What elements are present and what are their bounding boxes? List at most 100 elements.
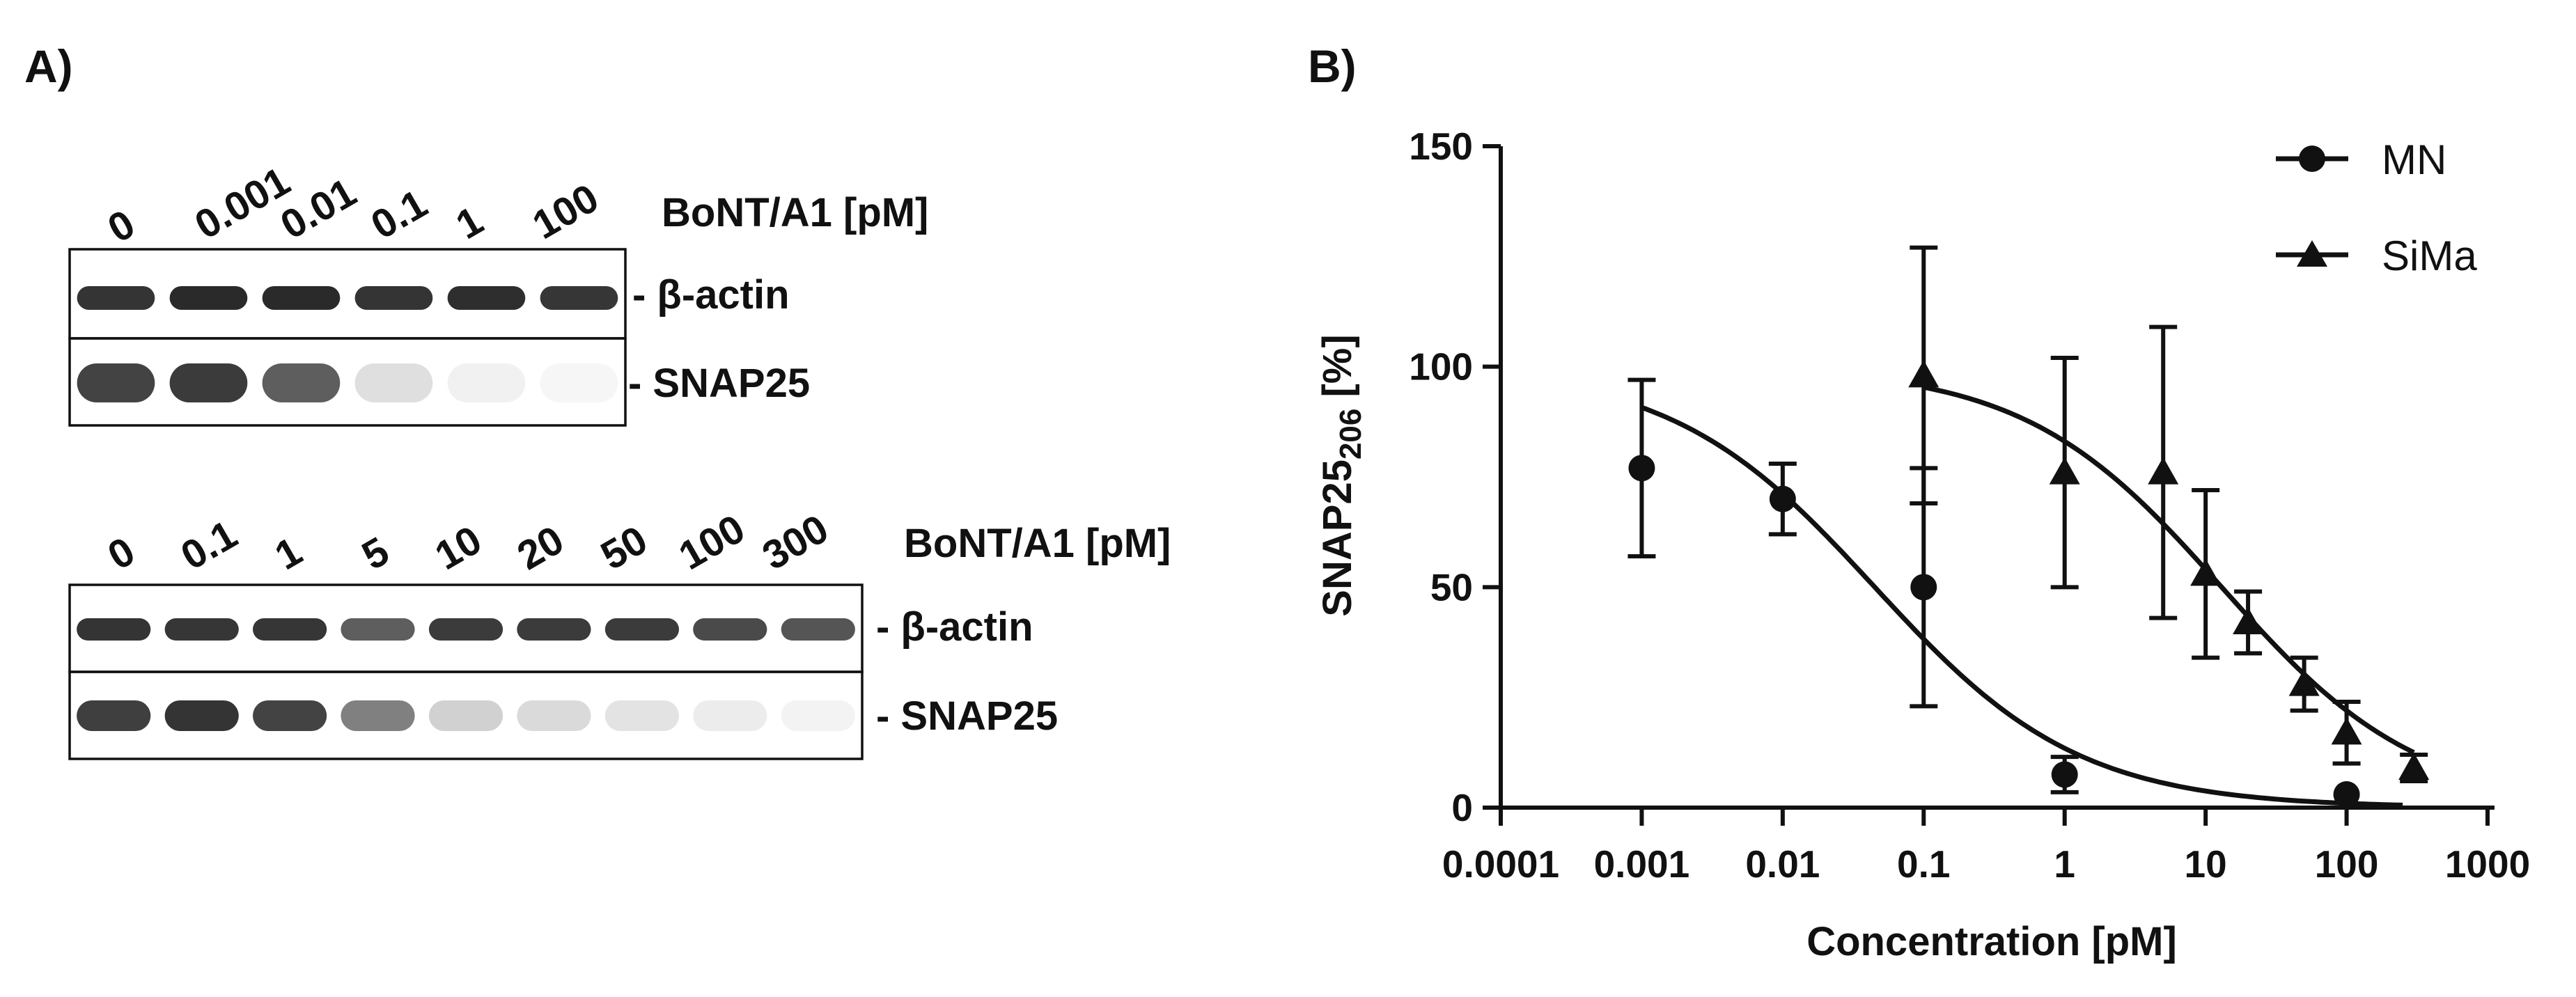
legend-label-mn: MN	[2382, 136, 2446, 183]
x-tick-label: 0.0001	[1442, 842, 1559, 886]
legend-item-mn: MN	[2276, 136, 2446, 183]
blot-1-header: BoNT/A1 [pM]	[662, 190, 928, 235]
data-point-sima	[2398, 753, 2430, 780]
data-point-sima	[2233, 607, 2264, 634]
data-point-sima	[2049, 457, 2080, 485]
lane-label: 0	[100, 201, 142, 251]
band	[354, 286, 433, 310]
lane-label: 1	[267, 528, 309, 579]
data-point-mn	[2333, 781, 2360, 808]
lane-label: 50	[593, 517, 655, 579]
x-ticks: 0.0001 0.001 0.01 0.1 1 10 100 1000	[1442, 808, 2530, 886]
y-tick-label: 100	[1409, 345, 1473, 388]
band	[604, 618, 679, 641]
data-points	[1627, 245, 2430, 808]
lane-label: 0.001	[187, 158, 297, 248]
band	[164, 618, 239, 641]
data-point-sima	[2148, 457, 2179, 485]
fit-curves	[1641, 384, 2415, 808]
data-point-mn	[1769, 485, 1796, 512]
legend-circle-marker	[2299, 146, 2325, 172]
band	[164, 700, 239, 731]
lane-label: 0	[100, 528, 142, 579]
lane-label: 10	[428, 517, 489, 579]
band	[693, 700, 767, 731]
band	[253, 700, 327, 731]
lane-label: 1	[448, 198, 490, 248]
y-tick-label: 0	[1451, 786, 1473, 829]
band	[693, 618, 767, 641]
y-axis-title: SNAP25206 [%]	[1315, 334, 1368, 616]
blot-2: 0 0.1 1 5 10 20 50 100 300 BoNT/A1 [pM] …	[68, 506, 1171, 760]
band	[447, 363, 526, 402]
y-ticks: 0 50 100 150	[1409, 125, 1501, 829]
blot-2-row-actin: - β-actin	[68, 583, 1033, 673]
blot-1: 0 0.001 0.01 0.1 1 100 BoNT/A1 [pM] - β-…	[68, 158, 928, 427]
band	[354, 363, 433, 402]
band	[517, 700, 591, 731]
blot-2-lane-labels: 0 0.1 1 5 10 20 50 100 300	[100, 506, 836, 579]
bands	[77, 286, 618, 310]
panel-a-label: A)	[24, 40, 73, 92]
band	[169, 286, 248, 310]
band	[262, 286, 341, 310]
x-tick-label: 0.01	[1745, 842, 1820, 886]
x-axis-title: Concentration [pM]	[1806, 919, 2177, 964]
blot-2-header: BoNT/A1 [pM]	[904, 521, 1171, 566]
band	[540, 363, 618, 402]
lane-label: 5	[354, 528, 396, 579]
band	[428, 618, 504, 641]
band	[517, 618, 591, 641]
blot-1-row-actin: - β-actin	[68, 248, 790, 340]
x-tick-label: 100	[2315, 842, 2379, 886]
band	[341, 618, 415, 641]
legend-item-sima: SiMa	[2276, 233, 2477, 279]
blot-2-row-snap25: - SNAP25	[68, 670, 1058, 760]
panel-b-label: B)	[1308, 40, 1357, 92]
band	[169, 363, 248, 402]
data-point-sima	[2288, 668, 2320, 696]
band	[781, 700, 855, 731]
fit-curve-mn	[1641, 405, 2403, 808]
x-tick-label: 1000	[2445, 842, 2530, 886]
blot-frame	[68, 670, 864, 760]
legend-triangle-marker	[2297, 240, 2327, 267]
blot-1-lane-labels: 0 0.001 0.01 0.1 1 100	[100, 158, 606, 251]
band	[77, 286, 155, 310]
chart: 0 50 100 150 0.0001 0.001 0.01 0.1 1 10 100 1000 C…	[1315, 125, 2530, 964]
x-tick-label: 10	[2185, 842, 2227, 886]
band	[262, 363, 341, 402]
fit-curve-sima	[1923, 384, 2415, 755]
band	[781, 618, 855, 641]
bands	[77, 700, 855, 731]
y-tick-label: 50	[1430, 565, 1473, 609]
band	[253, 618, 327, 641]
lane-label: 20	[510, 517, 571, 579]
row-label-snap25: - SNAP25	[628, 361, 810, 406]
band	[77, 700, 151, 731]
x-tick-label: 1	[2054, 842, 2075, 886]
lane-label: 100	[525, 175, 606, 249]
data-point-sima	[2190, 558, 2222, 586]
blot-frame	[68, 337, 627, 427]
lane-label: 0.1	[173, 512, 244, 579]
data-point-mn	[1910, 574, 1937, 601]
band	[341, 700, 415, 731]
lane-label: 100	[671, 506, 752, 579]
row-label-snap25: - SNAP25	[876, 693, 1058, 739]
band	[447, 286, 526, 310]
band	[77, 363, 155, 402]
lane-label: 0.1	[364, 181, 435, 249]
data-point-sima	[1908, 360, 1939, 388]
row-label-actin: - β-actin	[632, 272, 790, 317]
y-axis-title-main: SNAP25	[1315, 460, 1360, 617]
band	[77, 618, 151, 641]
x-tick-label: 0.1	[1897, 842, 1950, 886]
blot-1-row-snap25: - SNAP25	[68, 337, 810, 427]
lane-label: 300	[755, 506, 836, 579]
data-point-mn	[1628, 455, 1655, 482]
data-point-sima	[2331, 717, 2362, 745]
row-label-actin: - β-actin	[876, 604, 1033, 650]
x-tick-label: 0.001	[1594, 842, 1690, 886]
